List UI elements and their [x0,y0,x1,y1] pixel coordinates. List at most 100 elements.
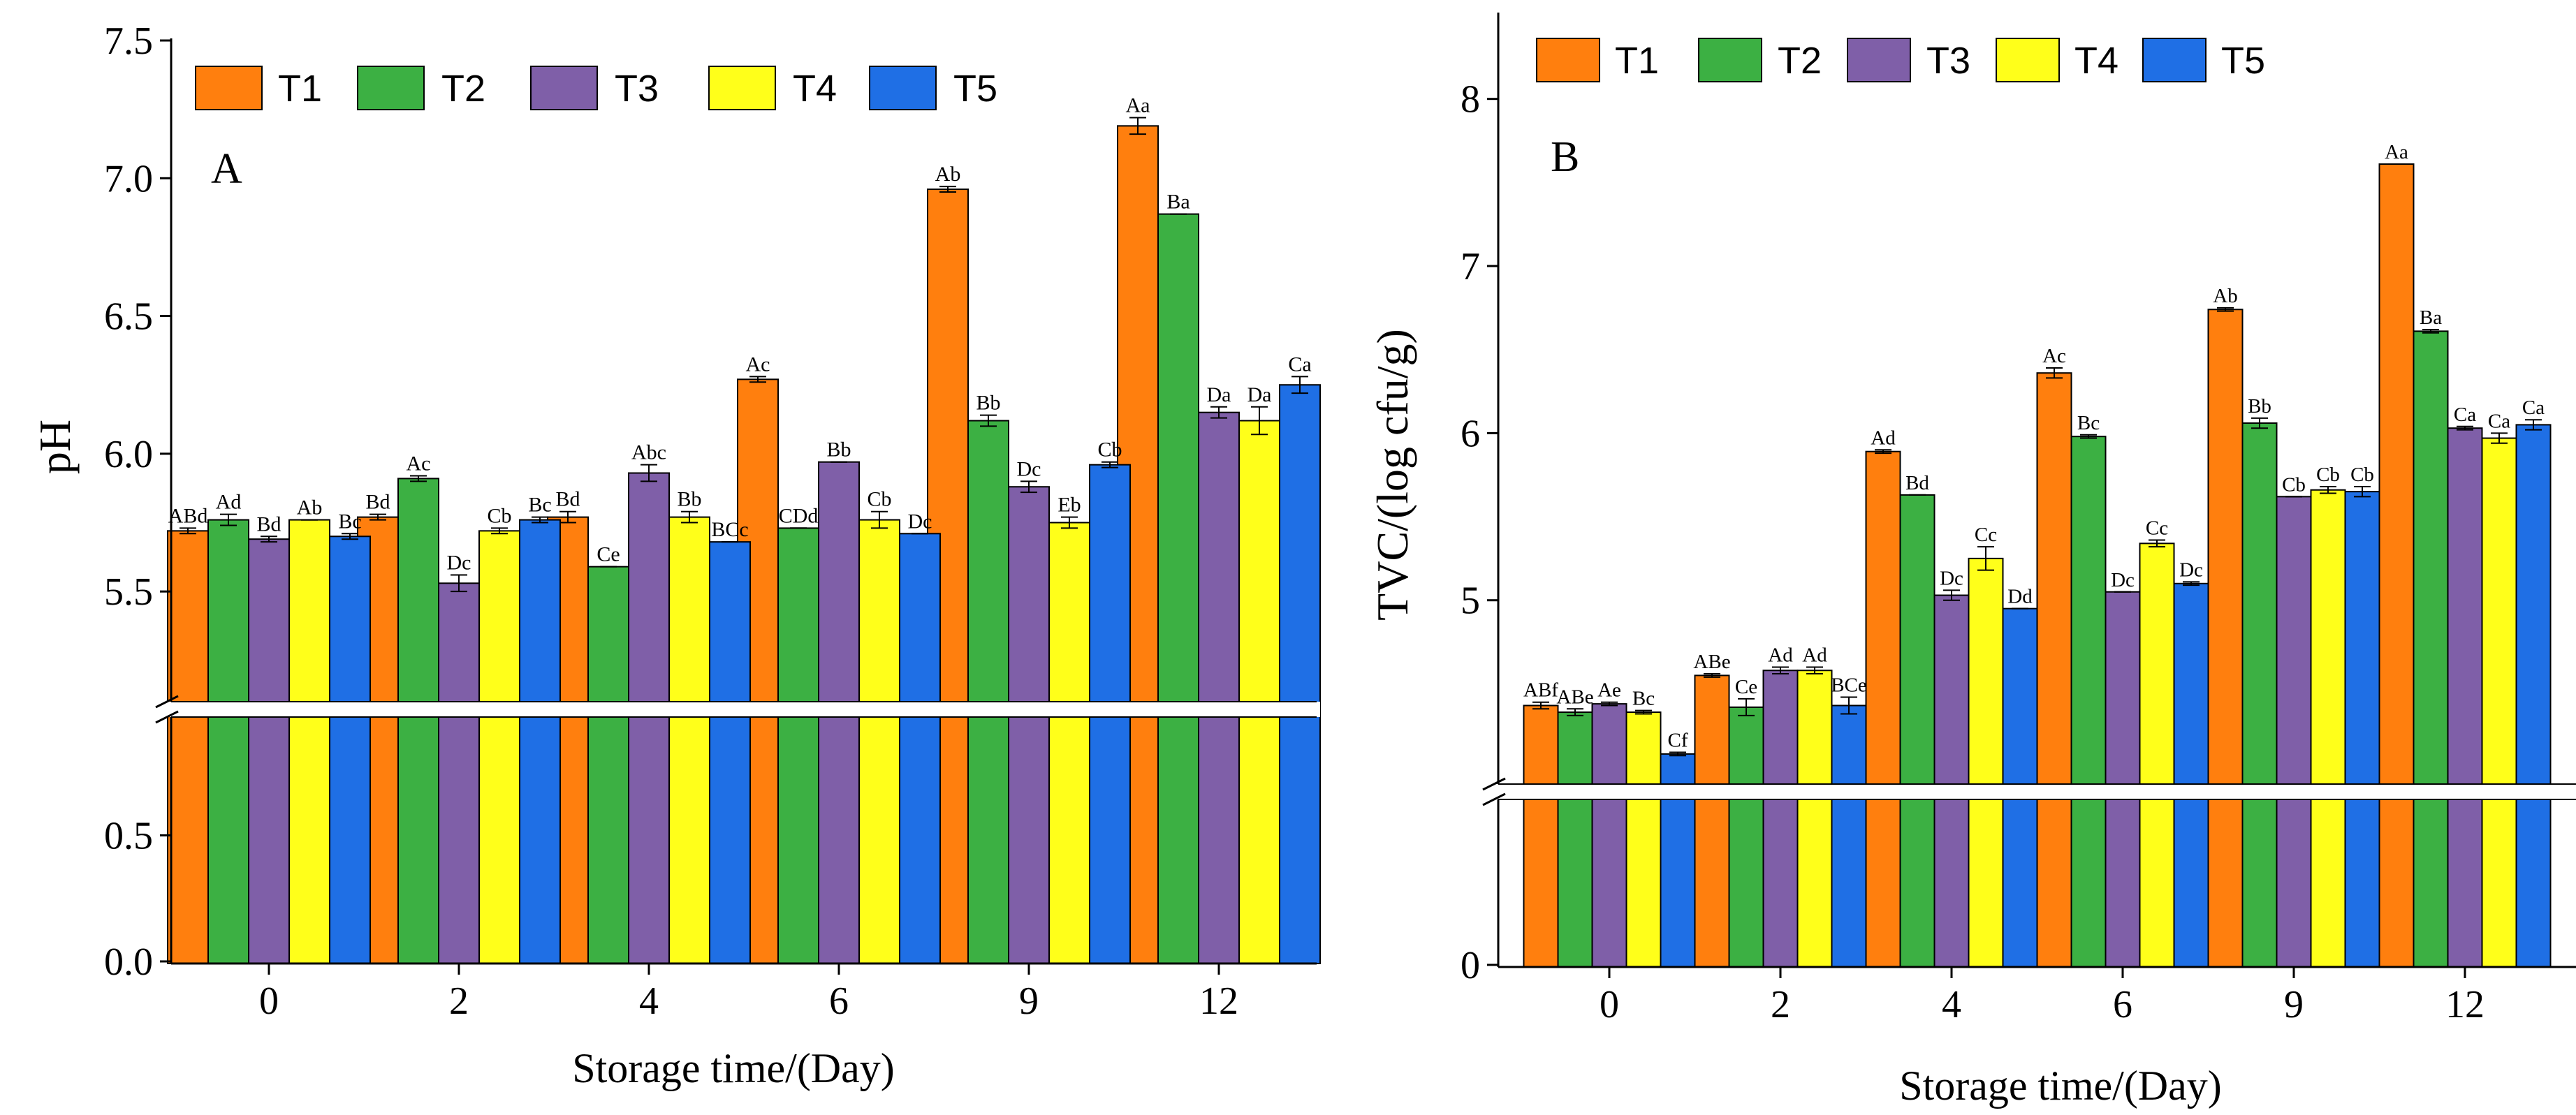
x-tick-label: 4 [639,980,659,1023]
bar-t1-day-0 [1523,704,1559,968]
bar-t5-day-6 [2173,582,2209,968]
bar-t1-day-4 [1865,450,1901,968]
bars-group [167,125,1321,965]
panel-label: B [1551,133,1579,181]
bar-t2-day-0 [207,519,249,964]
significance-label: ABe [1693,651,1730,673]
y-tick-label: 0.0 [104,940,153,984]
bar-t4-day-4 [1968,557,2004,968]
bar-t3-day-12 [2447,427,2483,968]
bar-t4-day-0 [288,519,330,964]
significance-label: Ad [1871,427,1896,449]
significance-label: Ba [1166,191,1190,214]
significance-label: Ab [2213,285,2237,307]
bar-t3-day-2 [1762,670,1799,968]
bar-t4-day-2 [1796,670,1833,968]
x-tick-label: 2 [449,980,469,1023]
bar-t2-day-2 [1728,706,1764,968]
significance-label: Bd [1905,472,1929,494]
x-tick-label: 0 [259,980,279,1023]
y-tick-label: 0 [1461,944,1480,987]
bar-t1-day-0 [167,530,209,964]
bar-t2-day-6 [2070,436,2107,968]
bar-t3-day-9 [2276,496,2312,968]
significance-label: Ca [1288,353,1311,376]
significance-label: Bb [976,392,1000,415]
bar-t2-day-12 [2413,330,2449,968]
legend-label-t2: T2 [1778,40,1822,82]
significance-label: Eb [1058,494,1081,517]
significance-label: Ac [746,353,770,376]
significance-label: Bb [677,488,701,511]
significance-label: BCc [711,518,748,541]
significance-label: Bb [2248,395,2271,418]
y-tick-label: 6 [1461,412,1480,455]
y-axis-ticks: 0.0 0.5 5.5 6.0 6.5 7.0 7.5 [104,20,171,984]
bar-t5-day-9 [2344,491,2380,968]
bar-t5-day-2 [1831,704,1867,968]
x-axis-title: Storage time/(Day) [1899,1063,2222,1109]
significance-label: Cb [2350,464,2374,486]
x-axis-title: Storage time/(Day) [572,1045,895,1091]
x-tick-label: 0 [1600,983,1619,1026]
significance-label: Cc [2146,517,2168,540]
y-tick-label: 0.5 [104,815,153,858]
bar-t5-day-12 [1279,384,1321,964]
axis-break-slash-bottom [155,710,179,724]
legend-label-t5: T5 [2221,40,2265,82]
legend-label-t2: T2 [441,68,485,110]
legend-label-t5: T5 [953,68,997,110]
bar-t2-day-9 [2241,422,2278,968]
significance-label: Da [1247,383,1272,406]
significance-label: Cc [1975,524,1997,546]
bar-t5-day-6 [899,533,941,964]
bar-t2-day-4 [587,566,629,964]
significance-label: Ac [407,452,431,475]
x-tick-label: 6 [829,980,849,1023]
significance-label: ABe [1556,686,1593,708]
y-tick-label: 6.0 [104,433,153,476]
bar-t2-day-9 [967,420,1009,964]
legend-swatch-t4 [1996,38,2060,82]
bar-t3-day-6 [2105,591,2141,968]
x-tick-label: 12 [1199,980,1238,1023]
legend-label-t3: T3 [1926,40,1970,82]
legend: T1 T2 T3 T4 T5 [1536,38,2265,82]
significance-label: Cb [487,504,511,527]
legend-label-t3: T3 [615,68,659,110]
x-tick-label: 2 [1771,983,1790,1026]
significance-label: Dc [447,551,471,574]
bar-t5-day-2 [519,519,561,964]
significance-label: Bc [1632,688,1655,710]
axis-break-slash-bottom [1482,792,1506,806]
bar-t2-day-12 [1157,213,1199,964]
y-tick-label: 7.0 [104,157,153,200]
bar-t2-day-6 [777,527,819,964]
significance-label: Bd [256,512,281,536]
significance-label: Cb [1097,438,1122,461]
y-axis-title: pH [30,420,80,474]
significance-label: Ae [1597,679,1621,702]
bar-t3-day-0 [1591,703,1627,968]
significance-label: Ab [935,163,961,186]
bar-t4-day-0 [1625,711,1662,968]
significance-label: Ad [216,491,242,514]
legend-label-t1: T1 [1615,40,1659,82]
bar-t3-day-4 [1933,594,1970,968]
bar-t3-day-4 [628,472,670,964]
bar-t5-day-0 [329,536,371,964]
y-tick-label: 5 [1461,579,1480,623]
bar-t4-day-6 [2139,542,2175,968]
axis-break [143,695,1320,724]
bar-t4-day-12 [2481,437,2517,968]
significance-label: Ca [2522,397,2545,419]
significance-label: Dc [1017,457,1041,480]
significance-label: Ad [1802,644,1827,666]
y-tick-label: 5.5 [104,570,153,614]
legend-swatch-t3 [530,66,598,110]
significance-label: BCe [1831,674,1867,697]
legend-swatch-t5 [869,66,937,110]
bar-t4-day-9 [2310,489,2346,968]
significance-label: Ba [2420,307,2442,329]
